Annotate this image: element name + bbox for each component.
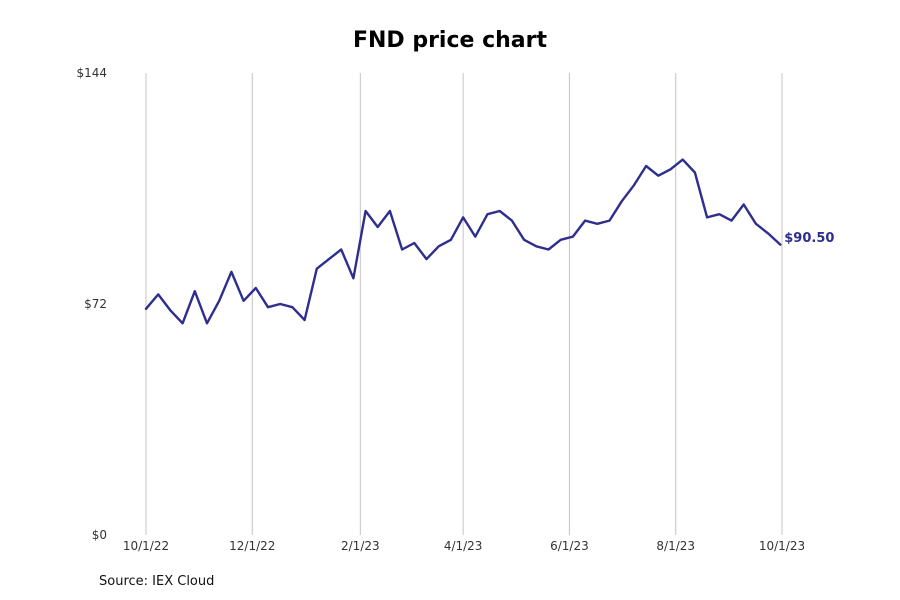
- price-point: [559, 239, 562, 241]
- price-point: [328, 258, 330, 260]
- x-tick-label: 12/1/22: [229, 539, 275, 553]
- price-point: [657, 174, 660, 177]
- price-point: [572, 235, 574, 238]
- last-value-label: $90.50: [784, 231, 834, 246]
- price-point: [535, 245, 538, 248]
- x-tick-label: 4/1/23: [444, 539, 483, 553]
- price-point: [254, 287, 257, 289]
- price-point: [767, 232, 769, 235]
- price-point: [145, 308, 147, 310]
- series-layer: [144, 158, 782, 325]
- price-point: [425, 258, 428, 260]
- price-point: [364, 210, 367, 212]
- price-point: [608, 219, 611, 222]
- price-point: [706, 216, 708, 219]
- source-note: Source: IEX Cloud: [99, 574, 215, 589]
- price-point: [352, 277, 355, 280]
- price-point: [596, 222, 599, 225]
- price-point: [694, 171, 696, 174]
- price-point: [474, 235, 477, 238]
- price-point: [376, 226, 379, 228]
- price-point: [230, 271, 233, 273]
- price-point: [389, 210, 391, 212]
- price-point: [267, 306, 269, 309]
- price-point: [779, 243, 782, 246]
- y-axis-tick-labels: $0 $72 $144: [76, 66, 107, 542]
- price-point: [157, 293, 159, 296]
- price-point: [303, 319, 306, 321]
- price-point: [401, 248, 403, 251]
- gridlines: [145, 73, 783, 535]
- price-point: [413, 242, 416, 244]
- price-point: [755, 222, 757, 225]
- price-point: [340, 248, 342, 251]
- price-point: [450, 239, 452, 241]
- price-point: [279, 303, 281, 305]
- price-point: [620, 200, 623, 203]
- x-tick-label: 2/1/23: [341, 539, 380, 553]
- chart-title: FND price chart: [352, 28, 548, 53]
- price-point: [486, 213, 489, 215]
- price-point: [291, 306, 294, 309]
- price-point: [437, 245, 440, 248]
- price-point: [218, 299, 220, 302]
- price-point: [523, 239, 525, 241]
- price-point: [633, 184, 635, 187]
- x-tick-label: 10/1/23: [759, 539, 805, 553]
- price-point: [498, 210, 501, 212]
- price-point: [462, 216, 464, 219]
- price-point: [742, 203, 745, 206]
- x-tick-label: 8/1/23: [656, 539, 695, 553]
- price-point: [206, 322, 208, 325]
- price-point: [718, 213, 721, 215]
- price-point: [669, 168, 672, 171]
- price-point: [315, 267, 318, 270]
- y-tick-label: $144: [76, 66, 107, 80]
- price-point: [511, 219, 513, 222]
- price-point: [730, 219, 733, 222]
- price-point: [193, 290, 196, 292]
- x-tick-label: 10/1/22: [123, 539, 169, 553]
- price-point: [645, 165, 647, 167]
- x-tick-label: 6/1/23: [550, 539, 589, 553]
- price-point: [584, 219, 586, 222]
- price-point: [681, 158, 684, 161]
- price-point: [169, 309, 172, 312]
- price-point: [181, 322, 184, 325]
- y-tick-label: $72: [84, 297, 107, 311]
- x-axis-tick-labels: 10/1/22 12/1/22 2/1/23 4/1/23 6/1/23 8/1/23 10…: [123, 539, 805, 553]
- y-tick-label: $0: [92, 528, 107, 542]
- price-point: [242, 299, 245, 302]
- price-point: [547, 248, 550, 251]
